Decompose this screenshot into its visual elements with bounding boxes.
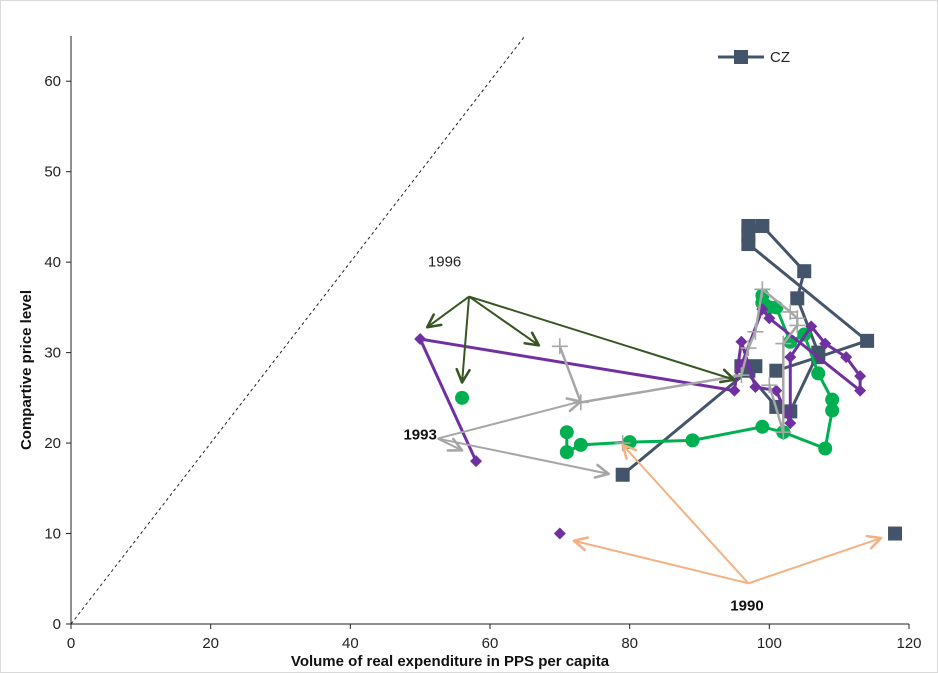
legend-marker [734,50,748,64]
data-point [551,338,568,355]
series-line [558,288,799,434]
data-point [754,281,771,298]
reference-line [70,35,526,625]
annotation-arrow [437,397,583,440]
data-point [825,392,840,407]
data-point [573,437,588,452]
annotation-arrow [468,295,736,384]
series-group-3 [414,303,867,540]
annotations-group: 1996 1993 1990 [403,254,883,614]
data-point [825,403,840,418]
reference-line-group [70,35,526,625]
data-point [728,384,741,397]
annotation-arrow [468,295,541,347]
x-tick-label: 80 [621,635,638,652]
annotation-1993: 1993 [403,397,610,479]
data-point [733,367,750,384]
axes: 0 20 40 60 80 100 120 0 10 20 30 40 50 60 [44,36,922,652]
annotation-arrow [437,437,464,452]
y-axis-title: Compartive price level [18,290,35,450]
x-tick-label: 40 [342,635,359,652]
data-point [789,317,806,334]
y-tick-label: 40 [44,254,61,271]
y-tick-label: 20 [44,435,61,452]
y-tick-label: 0 [53,616,61,633]
data-point [763,312,776,325]
data-point [741,237,756,252]
x-axis-title: Volume of real expenditure in PPS per ca… [291,653,610,670]
series-group [414,218,903,541]
annotation-1996: 1996 [425,254,736,384]
data-point [755,419,770,434]
data-point [811,366,826,381]
data-point [854,370,867,383]
data-point [782,303,799,320]
x-tick-label: 100 [757,635,782,652]
data-point [755,218,770,233]
annotation-arrow [425,295,470,329]
data-point [740,340,757,357]
annotation-arrow [748,534,883,585]
data-point [784,417,797,430]
data-point [860,333,875,348]
data-point [470,455,483,468]
data-point [761,377,778,394]
data-point [888,526,903,541]
data-point [559,425,574,440]
data-point [770,384,783,397]
x-tick-label: 20 [202,635,219,652]
annotation-arrow [572,536,749,585]
y-tick-label: 50 [44,164,61,181]
annotation-label: 1996 [428,254,461,271]
annotation-arrow [455,296,471,384]
series-group-4 [551,281,806,452]
data-point [784,351,797,364]
data-point [414,333,427,346]
data-point [775,335,792,352]
legend: CZ [718,49,790,66]
data-point [747,323,764,340]
annotation-arrow [621,443,750,584]
annotation-label: 1990 [730,597,763,614]
data-point [854,384,867,397]
data-point [455,390,470,405]
x-tick-label: 60 [482,635,499,652]
y-tick-label: 30 [44,345,61,362]
data-point [840,351,853,364]
data-point [685,433,700,448]
data-point [818,441,833,456]
legend-label: CZ [770,49,790,66]
data-point [748,359,763,374]
data-point [615,467,630,482]
data-point [819,337,832,350]
y-tick-label: 60 [44,73,61,90]
series-group-2 [455,288,840,460]
data-point [559,445,574,460]
y-tick-label: 10 [44,526,61,543]
x-tick-label: 0 [67,635,75,652]
data-point [790,291,805,306]
x-tick-label: 120 [896,635,921,652]
data-point [553,527,566,540]
data-point [735,335,748,348]
data-point [775,424,792,441]
data-point [769,363,784,378]
data-point [797,264,812,279]
annotation-1990: 1990 [572,443,883,614]
annotation-arrow [437,437,610,479]
data-point [749,380,762,393]
annotation-label: 1993 [403,426,436,443]
data-point [805,320,818,333]
